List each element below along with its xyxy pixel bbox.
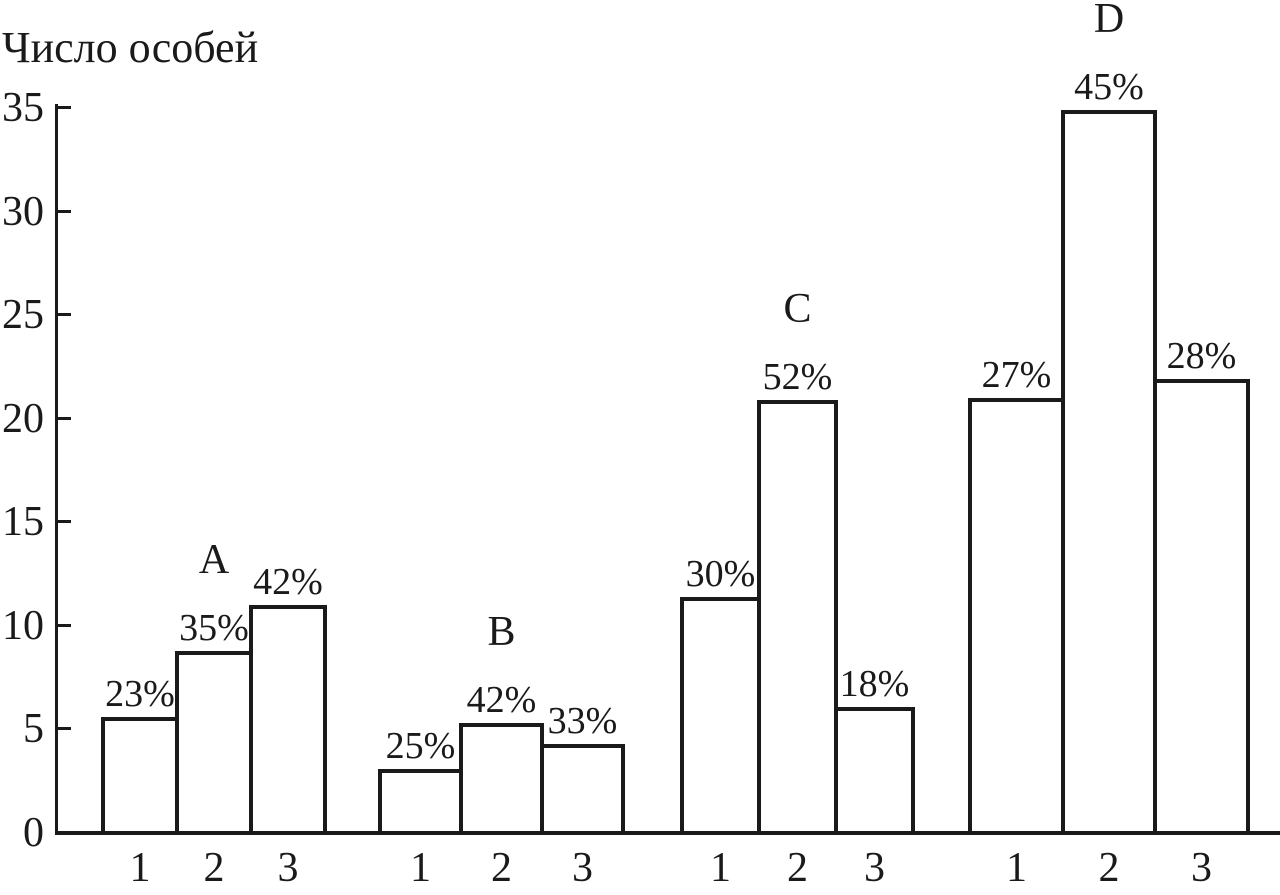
y-tick-mark [55, 417, 71, 420]
x-tick-label: 3 [572, 845, 593, 891]
bar-value-label: 45% [1074, 66, 1144, 108]
bar-A-3 [249, 605, 327, 835]
bar-value-label: 33% [547, 700, 618, 742]
bar-A-1 [101, 717, 179, 835]
y-axis [55, 104, 58, 835]
bar-C-3 [834, 707, 915, 835]
bar-D-3 [1153, 379, 1250, 835]
x-tick-label: 1 [1006, 845, 1027, 891]
bar-C-1 [680, 597, 761, 835]
y-tick-label: 25 [2, 292, 44, 338]
y-tick-label: 10 [2, 603, 44, 649]
y-tick-mark [55, 520, 71, 523]
bar-value-label: 28% [1166, 335, 1237, 377]
x-tick-label: 2 [1098, 845, 1120, 891]
bar-A-2 [175, 651, 253, 835]
bar-D-1 [968, 398, 1065, 835]
x-tick-label: 3 [1191, 845, 1212, 891]
y-tick-label: 5 [23, 706, 44, 752]
y-tick-mark [55, 210, 71, 213]
y-tick-mark [55, 727, 71, 730]
bar-value-label: 52% [762, 356, 833, 398]
y-tick-label: 35 [2, 85, 44, 131]
y-tick-label: 0 [23, 810, 44, 856]
y-axis-title: Число особей [2, 23, 259, 72]
bar-B-2 [459, 723, 544, 835]
bar-value-label: 42% [253, 561, 323, 603]
x-tick-label: 2 [787, 845, 808, 891]
x-tick-label: 2 [491, 845, 512, 891]
bar-value-label: 25% [385, 725, 456, 767]
y-tick-label: 30 [2, 189, 44, 235]
group-label-C: C [783, 286, 812, 332]
y-tick-mark [55, 106, 71, 109]
x-axis [55, 831, 1280, 835]
x-tick-label: 3 [277, 845, 299, 891]
bar-B-1 [378, 769, 463, 835]
bar-value-label: 23% [105, 673, 175, 715]
y-tick-label: 20 [2, 396, 44, 442]
y-tick-mark [55, 624, 71, 627]
bar-value-label: 35% [179, 607, 249, 649]
group-label-A: A [198, 537, 230, 583]
y-tick-mark [55, 313, 71, 316]
y-tick-label: 15 [2, 499, 44, 545]
x-tick-label: 1 [710, 845, 731, 891]
bar-value-label: 42% [466, 679, 537, 721]
x-tick-label: 1 [129, 845, 151, 891]
group-label-B: B [487, 609, 516, 655]
bar-B-3 [540, 744, 625, 835]
x-tick-label: 3 [864, 845, 885, 891]
bar-value-label: 27% [981, 354, 1052, 396]
bar-value-label: 18% [839, 663, 910, 705]
bar-value-label: 30% [685, 553, 756, 595]
x-tick-label: 2 [203, 845, 225, 891]
group-label-D: D [1093, 0, 1125, 42]
bar-D-2 [1061, 110, 1157, 835]
x-tick-label: 1 [410, 845, 431, 891]
bar-C-2 [757, 400, 838, 835]
